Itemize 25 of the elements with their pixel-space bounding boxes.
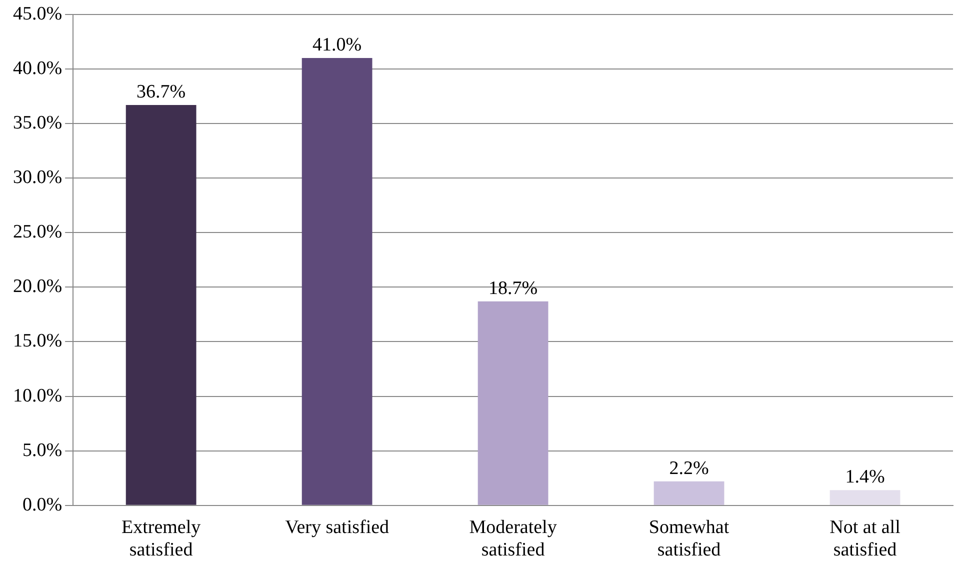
bar xyxy=(654,481,724,505)
y-tick-label: 35.0% xyxy=(13,112,62,134)
y-tick-label: 45.0% xyxy=(13,3,62,24)
y-tick-label: 25.0% xyxy=(13,222,62,243)
y-tick-label: 30.0% xyxy=(13,167,62,188)
x-tick-label: Extremely satisfied xyxy=(122,516,202,561)
y-tick-label: 15.0% xyxy=(13,330,62,352)
y-tick-label: 10.0% xyxy=(13,385,62,406)
x-tick-label: Very satisfied xyxy=(285,516,390,538)
x-tick-label: Somewhat satisfied xyxy=(648,516,730,561)
bar xyxy=(302,58,372,505)
x-tick-label: Moderately satisfied xyxy=(469,516,558,561)
x-tick-label: Not at all satisfied xyxy=(830,516,900,561)
y-tick-label: 0.0% xyxy=(22,494,62,516)
data-label: 36.7% xyxy=(136,81,186,102)
bar xyxy=(478,301,548,505)
data-label: 2.2% xyxy=(669,458,709,479)
data-label: 1.4% xyxy=(845,466,885,488)
y-tick-label: 20.0% xyxy=(13,276,62,298)
bar xyxy=(126,104,196,505)
bar xyxy=(830,490,900,505)
y-tick-label: 5.0% xyxy=(22,440,62,461)
data-label: 18.7% xyxy=(488,278,538,299)
data-label: 41.0% xyxy=(312,34,362,56)
y-tick-label: 40.0% xyxy=(13,58,62,79)
